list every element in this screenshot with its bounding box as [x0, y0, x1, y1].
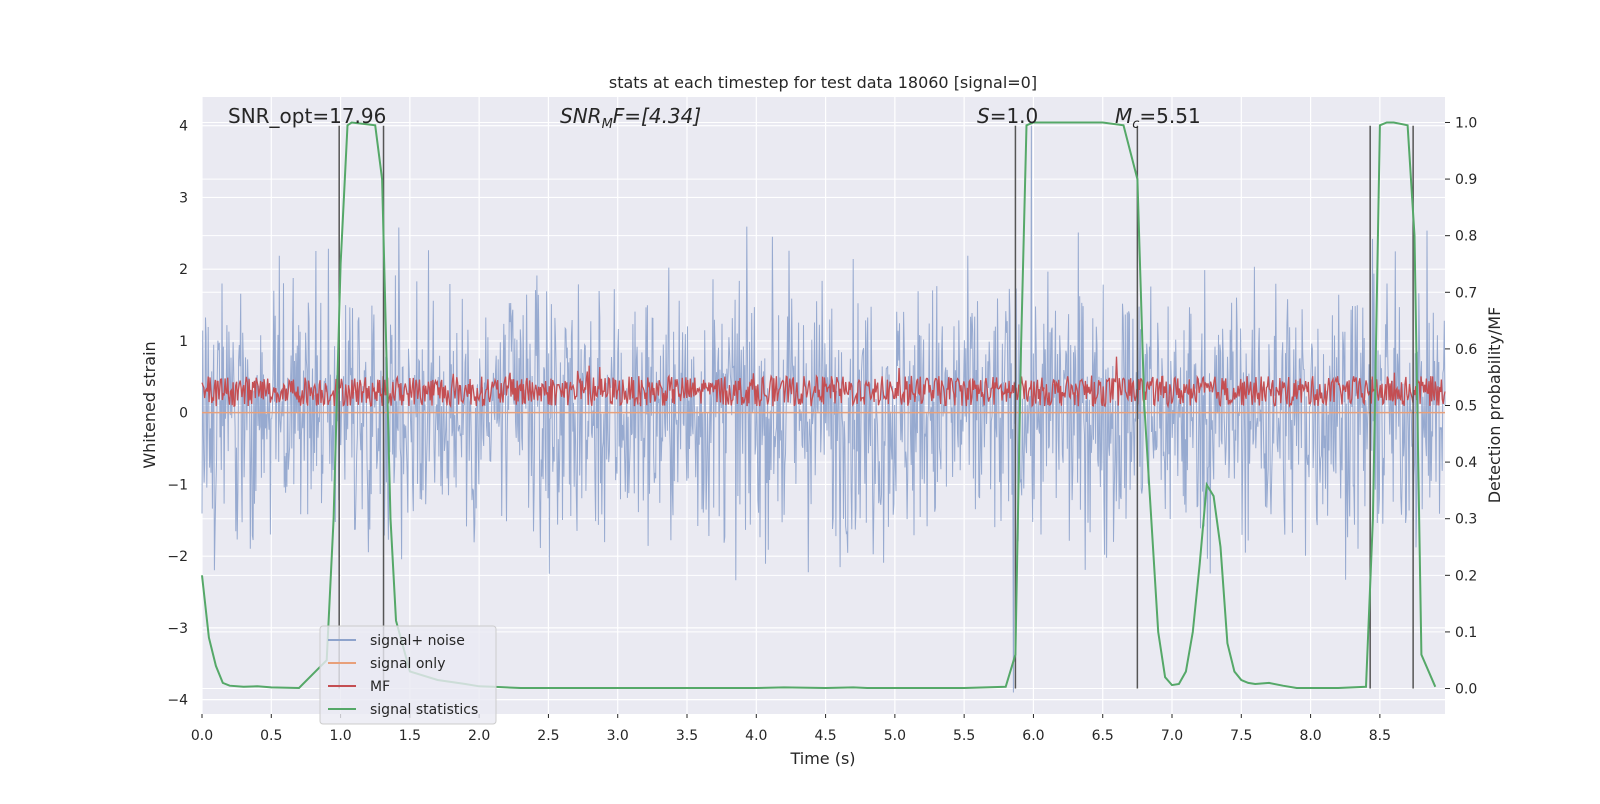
- y-left-tick-labels: −4 −3 −2 −1 0 1 2 3 4: [167, 119, 188, 709]
- y-right-tick-label: 0.7: [1455, 285, 1477, 301]
- y-left-tick-label: −3: [167, 621, 188, 637]
- x-tick-label: 8.5: [1369, 728, 1391, 744]
- y-right-tick-label: 0.4: [1455, 455, 1477, 471]
- y-left-tick-label: 2: [179, 262, 188, 278]
- x-tick-label: 2.5: [537, 728, 559, 744]
- signal-noise-trace: [201, 125, 1446, 693]
- x-tick-label: 8.0: [1299, 728, 1321, 744]
- y-right-tick-label: 0.5: [1455, 399, 1477, 415]
- x-tick-label: 6.0: [1022, 728, 1044, 744]
- annotation-snr-mf: SNRMF=[4.34]: [560, 104, 701, 132]
- y-left-tick-label: −4: [167, 693, 188, 709]
- y-left-tick-label: −1: [167, 477, 188, 493]
- legend-label-mf: MF: [370, 679, 390, 695]
- y-right-tick-label: 0.3: [1455, 512, 1477, 528]
- x-tick-label: 5.5: [953, 728, 975, 744]
- annotation-s: S=1.0: [977, 104, 1038, 128]
- y-right-tick-label: 1.0: [1455, 115, 1477, 131]
- y-right-tick-label: 0.6: [1455, 342, 1477, 358]
- data-traces: [201, 125, 1446, 693]
- chart-title: stats at each timestep for test data 180…: [609, 73, 1037, 92]
- y-right-tick-label: 0.0: [1455, 682, 1477, 698]
- y-left-tick-label: −2: [167, 549, 188, 565]
- y-right-tick-label: 0.1: [1455, 625, 1477, 641]
- annotation-snr-opt: SNR_opt=17.96: [228, 104, 386, 128]
- x-tick-label: 0.5: [260, 728, 282, 744]
- y-right-tick-label: 0.9: [1455, 172, 1477, 188]
- signal-statistics-layer: [201, 121, 1437, 690]
- legend-label-signal-statistics: signal statistics: [370, 702, 478, 718]
- y-right-tick-labels: 0.0 0.1 0.2 0.3 0.4 0.5 0.6 0.7 0.8 0.9 1.0: [201, 115, 1477, 718]
- x-tick-label: 7.5: [1230, 728, 1252, 744]
- x-tick-label: 4.5: [814, 728, 836, 744]
- x-tick-label: 1.0: [329, 728, 351, 744]
- x-tick-label: 3.0: [607, 728, 629, 744]
- x-tick-label: 6.5: [1092, 728, 1114, 744]
- y-right-tick-label: 0.2: [1455, 568, 1477, 584]
- y-right-tick-label: 0.8: [1455, 229, 1477, 245]
- x-tick-label: 2.0: [468, 728, 490, 744]
- legend-label-signal-only: signal only: [370, 656, 445, 672]
- y-right-axis-label: Detection probability/MF: [1485, 307, 1504, 504]
- y-left-axis-label: Whitened strain: [140, 341, 159, 468]
- y-left-tick-label: 0: [179, 406, 188, 422]
- x-tick-label: 5.0: [884, 728, 906, 744]
- y-left-tick-label: 1: [179, 334, 188, 350]
- x-tick-labels: 0.0 0.5 1.0 1.5 2.0 2.5 3.0 3.5 4.0 4.5 5.0 5.5 6.0 6…: [191, 728, 1391, 744]
- mf-trace: [201, 356, 1446, 409]
- x-tick-label: 3.5: [676, 728, 698, 744]
- legend-label-signal-noise: signal+ noise: [370, 633, 465, 649]
- x-tick-label: 1.5: [399, 728, 421, 744]
- y-left-tick-label: 4: [179, 119, 188, 135]
- signal-statistics-trace: [201, 121, 1437, 690]
- legend-box: [319, 625, 497, 725]
- legend: signal+ noise signal only MF signal stat…: [319, 625, 497, 725]
- x-tick-label: 7.0: [1161, 728, 1183, 744]
- y-left-tick-label: 3: [179, 190, 188, 206]
- annotation-mc: Mc=5.51: [1115, 104, 1201, 132]
- x-tick-label: 4.0: [745, 728, 767, 744]
- x-axis-label: Time (s): [789, 749, 855, 768]
- x-tick-label: 0.0: [191, 728, 213, 744]
